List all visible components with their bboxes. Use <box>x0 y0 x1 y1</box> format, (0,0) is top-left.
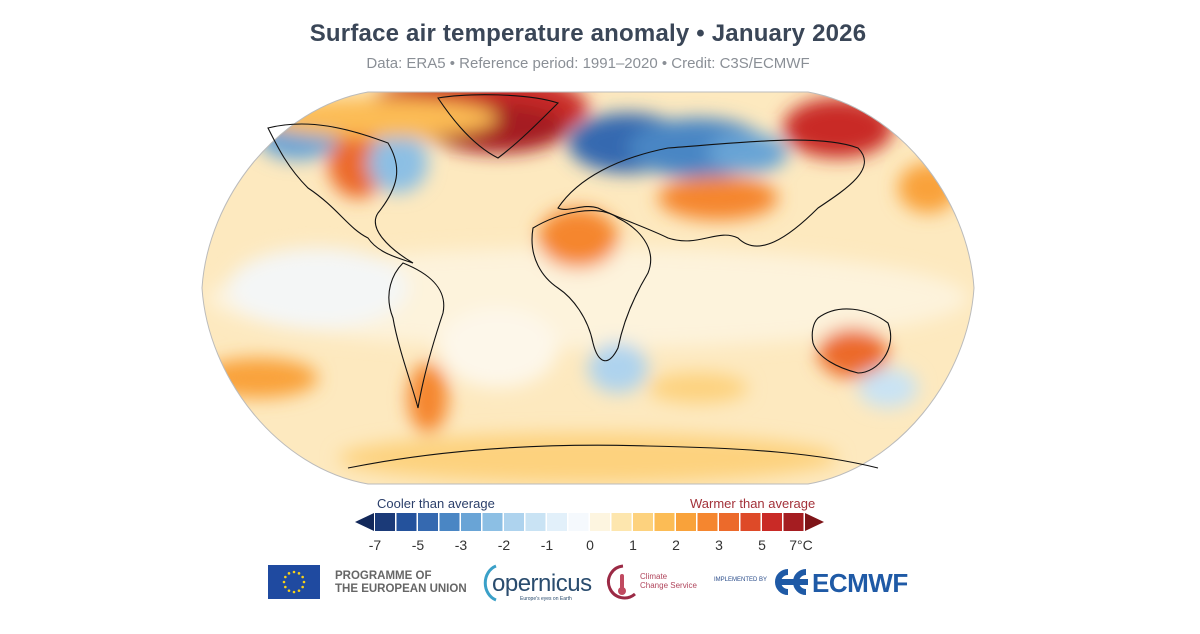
colorbar-box <box>504 513 524 531</box>
colorbar-tick: 3 <box>715 537 723 553</box>
colorbar-box <box>375 513 395 531</box>
eu-star-icon <box>284 575 287 579</box>
c3s-line2: Change Service <box>640 581 697 590</box>
colorbar-tick: -1 <box>540 537 554 553</box>
colorbar-box <box>783 513 804 531</box>
colorbar-box <box>740 513 761 531</box>
ecmwf-text: ECMWF <box>812 568 908 598</box>
copernicus-tagline: Europe's eyes on Earth <box>520 596 572 602</box>
colorbar-box <box>525 513 546 531</box>
colorbar-tick: -5 <box>411 537 425 553</box>
c3s-line1: Climate <box>640 572 668 581</box>
colorbar-tick: 2 <box>672 537 680 553</box>
eu-star-icon <box>297 572 301 575</box>
colorbar-box <box>654 513 675 531</box>
colorbar-box <box>633 513 653 531</box>
colorbar-box <box>482 513 503 531</box>
eu-star-icon <box>302 580 306 584</box>
cooler-label: Cooler than average <box>377 496 495 511</box>
copernicus-text: opernicus <box>492 570 592 597</box>
eu-star-icon <box>292 590 296 594</box>
colorbar-box <box>762 513 782 531</box>
eu-text-line2: THE EUROPEAN UNION <box>335 583 467 595</box>
colorbar-arrow-low <box>355 513 374 531</box>
ecmwf-logo-mark <box>775 569 808 595</box>
c3s-text: Climate Change Service <box>640 572 697 590</box>
eu-programme-text: PROGRAMME OF THE EUROPEAN UNION <box>335 570 467 596</box>
colorbar-tick: -3 <box>454 537 468 553</box>
colorbar-box <box>418 513 438 531</box>
colorbar-tick: -7 <box>368 537 382 553</box>
colorbar-box <box>676 513 696 531</box>
c3s-logo <box>607 564 636 600</box>
colorbar <box>355 513 824 531</box>
colorbar-box <box>439 513 460 531</box>
eu-star-icon <box>297 589 301 592</box>
colorbar-box <box>568 513 589 531</box>
colorbar-box <box>611 513 632 531</box>
eu-star-icon <box>301 585 304 589</box>
colorbar-box <box>697 513 718 531</box>
map-title: Surface air temperature anomaly • Januar… <box>309 20 867 47</box>
colorbar-tick: 0 <box>586 537 594 553</box>
colorbar-box <box>461 513 481 531</box>
copernicus-logo <box>483 564 497 602</box>
implemented-by-text: IMPLEMENTED BY <box>714 577 768 583</box>
eu-star-icon <box>292 570 296 574</box>
eu-text-line1: PROGRAMME OF <box>335 570 432 582</box>
colorbar-box <box>396 513 417 531</box>
eu-flag-logo <box>268 565 320 599</box>
map-subtitle: Data: ERA5 • Reference period: 1991–2020… <box>366 55 810 72</box>
colorbar-arrow-high <box>805 513 824 531</box>
anomaly-map <box>201 91 975 485</box>
eu-star-icon <box>282 580 286 584</box>
logo-bar: PROGRAMME OF THE EUROPEAN UNION opernicu… <box>0 562 1200 602</box>
eu-star-icon <box>284 585 287 589</box>
colorbar-box <box>547 513 567 531</box>
eu-star-icon <box>301 575 304 579</box>
colorbar-tick: 5 <box>758 537 766 553</box>
colorbar-tick: 1 <box>629 537 637 553</box>
warmer-label: Warmer than average <box>690 496 816 511</box>
eu-star-icon <box>287 572 291 575</box>
colorbar-box <box>590 513 610 531</box>
colorbar-box <box>719 513 739 531</box>
eu-star-icon <box>287 589 291 592</box>
colorbar-tick: 7°C <box>789 537 813 553</box>
colorbar-tick: -2 <box>497 537 511 553</box>
